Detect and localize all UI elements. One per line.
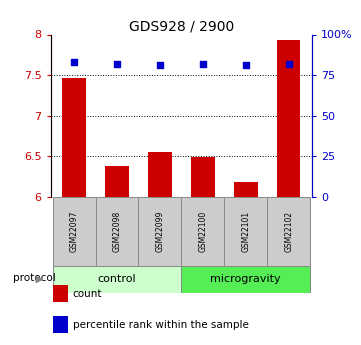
Bar <box>53 316 68 334</box>
Bar <box>105 166 129 197</box>
Text: GSM22100: GSM22100 <box>198 210 207 252</box>
Point <box>200 61 206 67</box>
Bar <box>224 197 267 266</box>
Point <box>286 61 292 67</box>
Text: GSM22097: GSM22097 <box>70 210 79 252</box>
Title: GDS928 / 2900: GDS928 / 2900 <box>129 19 234 33</box>
Point <box>157 62 163 68</box>
Bar <box>96 197 139 266</box>
Bar <box>234 182 257 197</box>
Text: GSM22098: GSM22098 <box>113 210 122 252</box>
Bar <box>53 285 68 303</box>
Bar <box>139 197 182 266</box>
Bar <box>191 157 215 197</box>
Text: GSM22099: GSM22099 <box>156 210 165 252</box>
Text: GSM22102: GSM22102 <box>284 210 293 252</box>
Text: control: control <box>98 275 136 284</box>
Point <box>243 62 249 68</box>
Bar <box>182 266 310 293</box>
Bar <box>53 197 96 266</box>
Bar <box>182 197 224 266</box>
Text: percentile rank within the sample: percentile rank within the sample <box>73 320 249 330</box>
Text: GSM22101: GSM22101 <box>241 210 250 252</box>
Point <box>114 61 120 67</box>
Bar <box>267 197 310 266</box>
Bar <box>148 152 172 197</box>
Text: protocol: protocol <box>13 273 55 283</box>
Point <box>71 59 77 65</box>
Bar <box>277 40 300 197</box>
Bar <box>62 78 86 197</box>
Text: microgravity: microgravity <box>210 275 281 284</box>
Bar <box>53 266 181 293</box>
Text: count: count <box>73 289 102 299</box>
